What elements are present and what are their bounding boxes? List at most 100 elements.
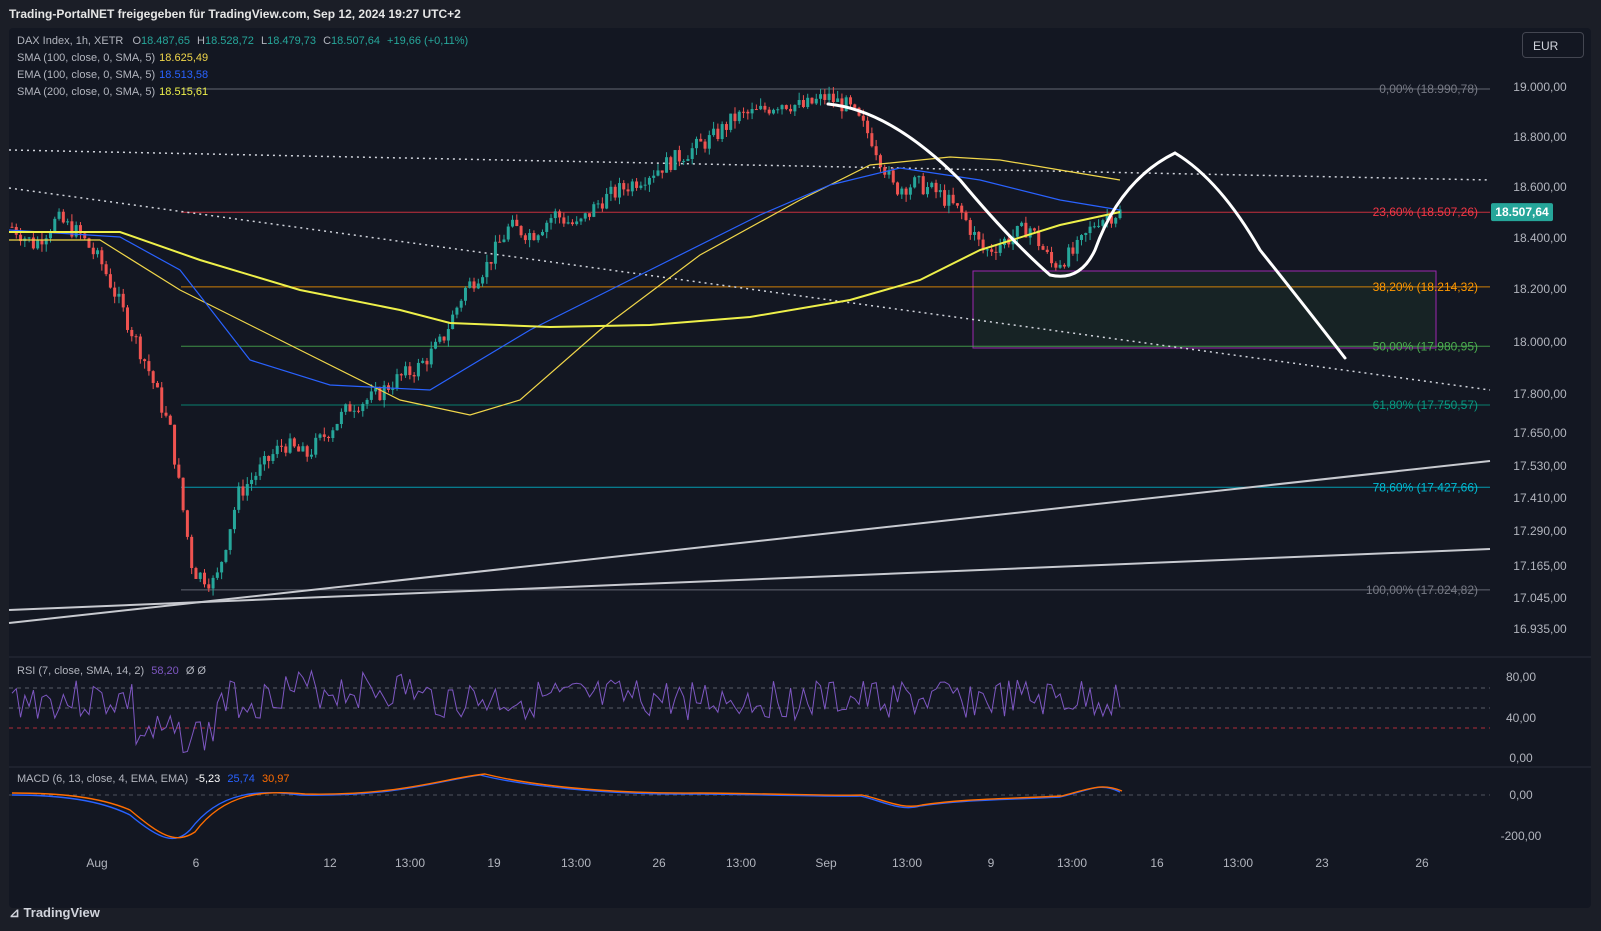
macd-legend[interactable]: MACD (6, 13, close, 4, EMA, EMA) -5,23 2…	[17, 771, 289, 788]
candle-body	[848, 97, 852, 105]
candle-body	[301, 446, 305, 452]
candle-body	[985, 249, 989, 251]
candle-body	[660, 170, 664, 173]
candle-body	[40, 240, 44, 245]
sma200-label: SMA (200, close, 0, SMA, 5)	[17, 86, 156, 98]
macd-label: MACD (6, 13, close, 4, EMA, EMA)	[17, 773, 189, 785]
candle-body	[575, 221, 579, 225]
candle-body	[600, 203, 604, 209]
time-axis-tick: 23	[1315, 856, 1329, 870]
sma100-legend[interactable]: SMA (100, close, 0, SMA, 5) 18.625,49	[17, 50, 468, 67]
candle-body	[566, 222, 570, 224]
price-axis-tick: 18.200,00	[1513, 282, 1567, 296]
candle-body	[797, 100, 801, 105]
candle-body	[451, 314, 455, 330]
low-label: L	[260, 35, 268, 47]
price-axis-tick: 18.600,00	[1513, 180, 1567, 194]
page-title: Trading-PortalNET freigegeben für Tradin…	[9, 7, 461, 21]
time-axis-tick: 12	[323, 856, 337, 870]
rsi-axis-tick: 40,00	[1506, 711, 1536, 725]
candle-body	[1084, 233, 1088, 236]
time-axis-tick: 26	[652, 856, 666, 870]
candle-body	[1092, 226, 1096, 228]
fib-level-label: 23,60% (18.507,26)	[1373, 205, 1478, 219]
candle-body	[652, 175, 656, 178]
candle-body	[562, 217, 566, 224]
ema100-value: 18.513,58	[159, 69, 209, 81]
candle-body	[617, 183, 621, 198]
price-axis-tick: 17.290,00	[1513, 524, 1567, 538]
candle-body	[673, 150, 677, 170]
candle-body	[754, 109, 758, 111]
candle-body	[784, 105, 788, 109]
candle-body	[968, 220, 972, 235]
candle-body	[455, 307, 459, 315]
time-axis-tick: 16	[1150, 856, 1164, 870]
candle-body	[878, 155, 882, 168]
candle-body	[579, 218, 583, 222]
candle-body	[528, 233, 532, 241]
candle-body	[943, 190, 947, 206]
candle-body	[870, 133, 874, 147]
chart-frame[interactable]	[9, 28, 1591, 908]
projection-drawing	[826, 102, 1347, 360]
candle-body	[977, 232, 981, 240]
candle-body	[168, 415, 172, 425]
candle-body	[369, 391, 373, 400]
time-axis-tick: 13:00	[1057, 856, 1087, 870]
sma100-label: SMA (100, close, 0, SMA, 5)	[17, 52, 156, 64]
candle-body	[83, 233, 87, 239]
candle-body	[973, 232, 977, 235]
currency-button[interactable]: EUR	[1522, 32, 1584, 58]
candle-body	[896, 182, 900, 195]
candle-body	[806, 97, 810, 108]
candle-body	[91, 247, 95, 255]
candle-body	[318, 434, 322, 438]
candle-body	[352, 410, 356, 412]
candle-body	[36, 240, 40, 249]
candle-body	[164, 412, 168, 416]
ema100-label: EMA (100, close, 0, SMA, 5)	[17, 69, 156, 81]
candle-body	[549, 218, 553, 223]
candle-body	[280, 445, 284, 447]
candle-body	[570, 222, 574, 225]
candle-body	[947, 194, 951, 206]
candle-body	[1015, 225, 1019, 237]
target-zone-box	[972, 270, 1437, 349]
last-price-label: 18.507,64	[1495, 205, 1549, 219]
candle-body	[733, 113, 737, 122]
time-axis-tick: Sep	[815, 856, 837, 870]
ema100-line	[8, 167, 1121, 391]
candle-body	[515, 219, 519, 227]
candle-body	[1032, 228, 1036, 231]
macd-hist-value: 30,97	[261, 773, 290, 785]
candle-body	[211, 577, 215, 589]
sma200-legend[interactable]: SMA (200, close, 0, SMA, 5) 18.515,61	[17, 84, 468, 101]
sma200-line	[9, 211, 1121, 329]
candle-body	[288, 438, 292, 453]
candle-body	[365, 399, 369, 404]
rsi-label: RSI (7, close, SMA, 14, 2)	[17, 665, 145, 677]
candle-body	[827, 93, 831, 100]
candle-body	[780, 105, 784, 110]
candle-body	[588, 213, 592, 217]
candle-body	[378, 388, 382, 401]
candle-body	[412, 375, 416, 377]
candle-body	[348, 404, 352, 412]
candle-body	[665, 157, 669, 173]
candle-body	[536, 235, 540, 241]
candle-body	[198, 572, 202, 579]
candle-body	[185, 510, 189, 537]
candle-body	[395, 374, 399, 389]
ema100-legend[interactable]: EMA (100, close, 0, SMA, 5) 18.513,58	[17, 67, 468, 84]
candle-body	[215, 572, 219, 578]
candle-body	[498, 241, 502, 243]
candle-body	[493, 241, 497, 264]
rsi-value: 58,20	[151, 665, 179, 677]
candle-body	[151, 371, 155, 383]
candle-body	[1114, 218, 1118, 224]
candle-body	[489, 261, 493, 264]
rising-trendline-flat	[8, 548, 1491, 611]
rsi-legend[interactable]: RSI (7, close, SMA, 14, 2) 58,20 Ø Ø	[17, 663, 206, 680]
